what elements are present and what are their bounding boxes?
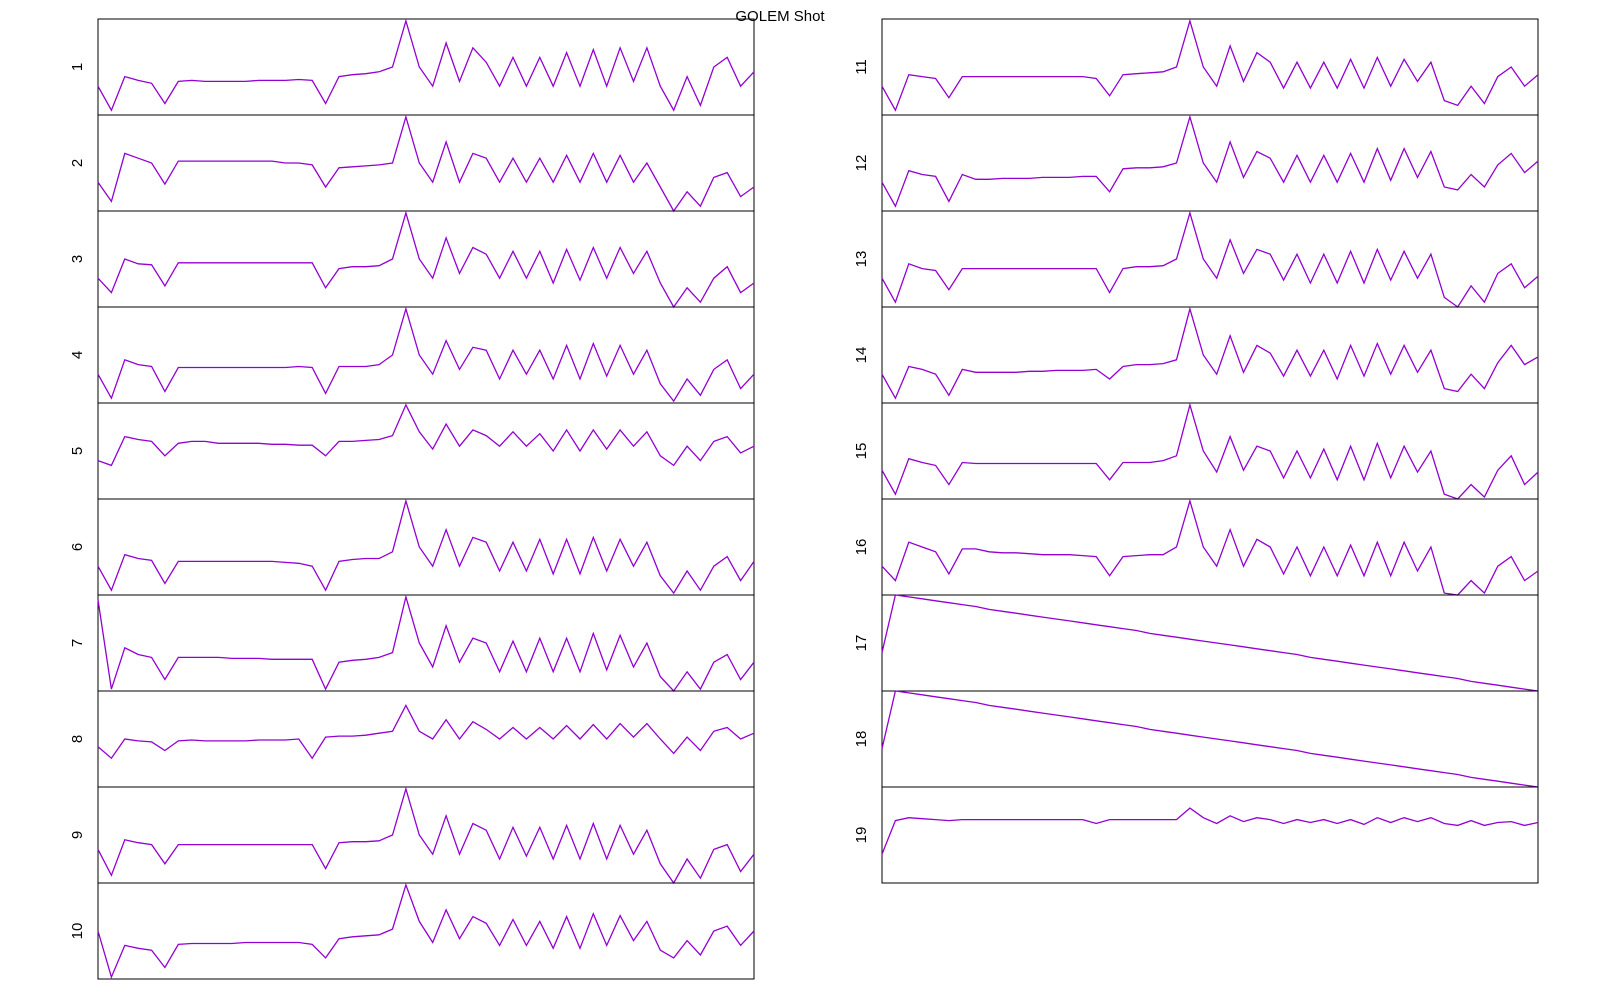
trace — [881, 114, 1539, 208]
trace — [97, 786, 755, 885]
panel-frame — [881, 210, 1539, 308]
panel-label: 17 — [853, 635, 870, 652]
trace — [881, 18, 1539, 112]
trace — [881, 210, 1539, 308]
panel-frame — [97, 114, 755, 212]
trace — [881, 402, 1539, 500]
panel-frame — [97, 18, 755, 116]
trace — [881, 306, 1539, 400]
panel-frame — [881, 690, 1539, 788]
figure-title: GOLEM Shot — [735, 8, 825, 25]
trace — [97, 403, 755, 467]
panel-label: 16 — [853, 539, 870, 556]
panel-label: 18 — [853, 731, 870, 748]
panel-label: 1 — [69, 63, 86, 71]
panel-frame — [881, 786, 1539, 884]
panel-frame — [881, 18, 1539, 116]
trace — [97, 210, 755, 309]
panel-label: 2 — [69, 159, 86, 167]
panel-frame — [881, 594, 1539, 692]
panel-label: 5 — [69, 447, 86, 455]
panel-label: 10 — [69, 923, 86, 940]
panel-frame — [881, 498, 1539, 596]
trace — [97, 594, 755, 693]
trace — [881, 690, 1539, 788]
panel-frame — [97, 498, 755, 596]
trace — [881, 807, 1539, 855]
trace — [97, 306, 755, 403]
panel-label: 14 — [853, 347, 870, 364]
trace — [97, 114, 755, 213]
trace — [97, 703, 755, 760]
panel-frame — [881, 402, 1539, 500]
panel-frame — [97, 402, 755, 500]
panel-frame — [97, 786, 755, 884]
panel-label: 6 — [69, 543, 86, 551]
trace — [881, 498, 1539, 596]
panel-label: 19 — [853, 827, 870, 844]
panel-label: 15 — [853, 443, 870, 460]
panel-frame — [881, 306, 1539, 404]
panel-label: 13 — [853, 251, 870, 268]
trace — [97, 882, 755, 980]
panel-frame — [97, 594, 755, 692]
trace — [97, 498, 755, 595]
trace — [881, 594, 1539, 692]
panel-label: 8 — [69, 735, 86, 743]
panel-label: 3 — [69, 255, 86, 263]
panel-label: 9 — [69, 831, 86, 839]
trace — [97, 18, 755, 112]
panel-frame — [97, 306, 755, 404]
panel-label: 11 — [853, 59, 870, 75]
panel-frame — [97, 210, 755, 308]
panel-frame — [97, 690, 755, 788]
panel-label: 4 — [69, 351, 86, 359]
panel-label: 12 — [853, 155, 870, 172]
panel-frame — [881, 114, 1539, 212]
panel-label: 7 — [69, 639, 86, 647]
